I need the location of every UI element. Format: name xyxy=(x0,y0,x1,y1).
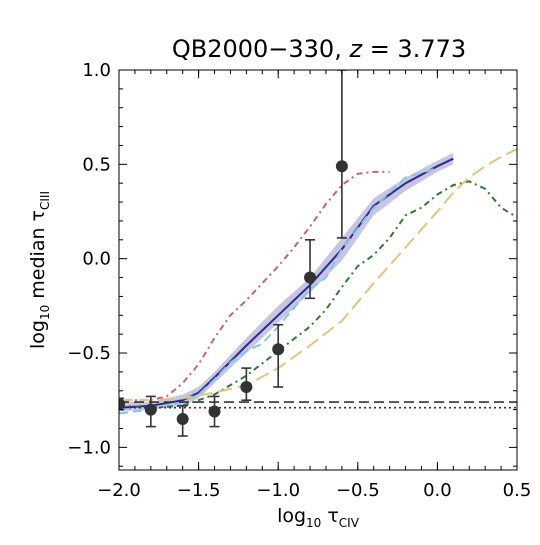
y-tick-label-0: −1.0 xyxy=(67,437,111,458)
y-tick-label-1: −0.5 xyxy=(67,343,111,364)
data-point-4 xyxy=(240,380,253,393)
y-label-log: log xyxy=(27,320,49,349)
title-z-symbol: z xyxy=(348,35,363,63)
x-axis-label: log10 τCIV xyxy=(277,505,360,530)
title-object-name: QB2000−330, xyxy=(172,35,350,63)
x-tick-label-3: −0.5 xyxy=(336,480,380,501)
axis-ticks: −2.0 −1.5 −1.0 −0.5 0.0 0.5 −1.0 −0.5 0.0 0.5 1.0 xyxy=(67,60,531,501)
series-line-3 xyxy=(119,180,517,409)
y-label-subscript: 10 xyxy=(38,305,52,320)
y-label-ion: CIII xyxy=(38,191,52,210)
plot-area xyxy=(119,70,517,437)
x-label-ion: CIV xyxy=(339,516,360,530)
x-tick-label-4: 0.0 xyxy=(423,480,452,501)
x-label-tau: τ xyxy=(321,505,338,527)
x-label-log: log xyxy=(277,505,306,527)
y-tick-label-3: 0.5 xyxy=(82,154,111,175)
x-tick-label-0: −2.0 xyxy=(97,480,141,501)
x-tick-label-2: −1.0 xyxy=(256,480,300,501)
y-tick-label-4: 1.0 xyxy=(82,60,111,81)
series-line-4 xyxy=(119,148,517,402)
model-confidence-band xyxy=(119,153,454,412)
y-axis-label: log10 median τCIII xyxy=(27,191,52,349)
title-z-value: = 3.773 xyxy=(362,35,466,63)
y-tick-label-2: 0.0 xyxy=(82,249,111,270)
data-point-2 xyxy=(176,413,189,426)
x-tick-label-5: 0.5 xyxy=(503,480,532,501)
series-line-0 xyxy=(119,157,454,409)
y-label-median-tau: median τ xyxy=(27,210,49,305)
data-point-1 xyxy=(144,403,157,416)
plot-content xyxy=(119,70,517,437)
series-line-2 xyxy=(119,170,390,402)
x-label-subscript: 10 xyxy=(306,516,321,530)
plot-frame xyxy=(118,69,518,471)
series-line-1 xyxy=(119,167,438,415)
data-point-6 xyxy=(304,271,317,284)
data-point-3 xyxy=(208,405,221,418)
x-tick-label-1: −1.5 xyxy=(177,480,221,501)
data-point-7 xyxy=(335,160,348,173)
data-point-5 xyxy=(272,343,285,356)
data-point-0 xyxy=(119,397,125,410)
chart-title: QB2000−330, z = 3.773 xyxy=(172,35,466,63)
